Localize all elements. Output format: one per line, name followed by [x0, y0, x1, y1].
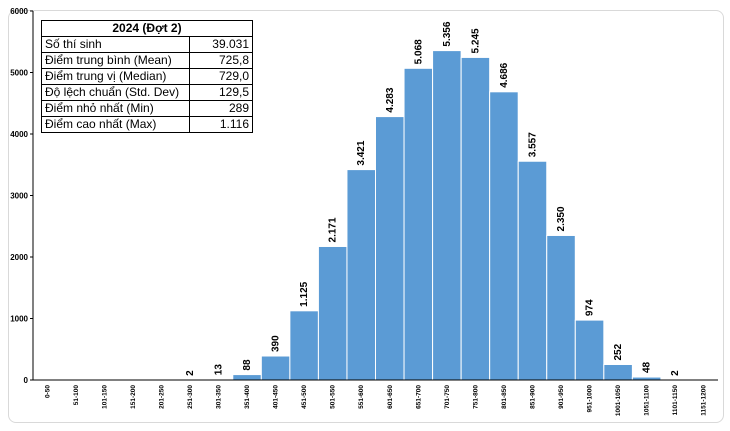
x-tick-label: 201-250 — [158, 385, 165, 409]
stats-row: Điểm cao nhất (Max) 1.116 — [41, 116, 253, 133]
data-label: 3.421 — [356, 140, 367, 165]
bar — [489, 91, 519, 381]
x-tick-label: 101-150 — [101, 385, 108, 409]
stats-row: Điểm trung bình (Mean) 725,8 — [41, 52, 253, 69]
bar — [260, 355, 291, 381]
x-tick-label: 801-850 — [501, 385, 508, 409]
x-tick-label: 851-900 — [529, 385, 536, 409]
data-label: 3.557 — [527, 132, 538, 157]
stats-label: Độ lệch chuẩn (Std. Dev) — [41, 84, 190, 101]
stats-value: 1.116 — [189, 116, 253, 133]
bar — [403, 67, 434, 381]
y-tick-label: 1000 — [10, 315, 28, 324]
data-label: 1.125 — [299, 281, 310, 306]
stats-value: 289 — [189, 100, 253, 117]
bar — [375, 116, 405, 381]
stats-row: Số thí sinh 39.031 — [41, 36, 253, 53]
x-tick-label: 1101-1150 — [672, 385, 679, 416]
data-label: 974 — [585, 299, 596, 316]
x-axis: 0-50 51-100 101-150 151-200 201-250 251-300 30… — [33, 379, 718, 416]
x-tick-label: 751-800 — [472, 385, 479, 409]
bar — [432, 50, 462, 381]
data-label: 2.350 — [556, 206, 567, 231]
x-tick-label: 351-400 — [244, 385, 251, 409]
stats-value: 129,5 — [189, 84, 253, 101]
bar — [460, 56, 491, 381]
stats-row: Điểm nhỏ nhất (Min) 289 — [41, 100, 253, 117]
x-tick-label: 51-100 — [73, 385, 80, 406]
data-label: 2 — [185, 370, 196, 376]
bar — [317, 245, 348, 381]
y-tick-label: 2000 — [10, 253, 28, 262]
x-tick-label: 251-300 — [187, 385, 194, 409]
data-label: 88 — [242, 359, 253, 371]
x-tick-label: 701-750 — [444, 385, 451, 409]
data-label: 252 — [613, 343, 624, 360]
x-tick-label: 401-450 — [273, 385, 280, 409]
x-tick-label: 951-1000 — [587, 385, 594, 413]
stats-row: Điểm trung vị (Median) 729,0 — [41, 68, 253, 85]
y-tick-label: 3000 — [10, 192, 28, 201]
y-tick-label: 6000 — [10, 7, 28, 16]
data-label: 5.245 — [470, 28, 481, 53]
x-tick-label: 601-650 — [387, 385, 394, 409]
data-label: 48 — [642, 361, 653, 373]
data-label: 13 — [214, 364, 225, 376]
x-tick-label: 301-350 — [216, 385, 223, 409]
data-label: 5.068 — [413, 39, 424, 64]
x-tick-label: 151-200 — [130, 385, 137, 409]
bars — [175, 50, 690, 381]
bar — [546, 234, 576, 381]
y-tick-label: 4000 — [10, 130, 28, 139]
stats-row: Độ lệch chuẩn (Std. Dev) 129,5 — [41, 84, 253, 101]
bar — [289, 310, 319, 381]
x-tick-label: 901-950 — [558, 385, 565, 409]
stats-label: Điểm nhỏ nhất (Min) — [41, 100, 190, 117]
data-label: 4.686 — [499, 62, 510, 87]
stats-value: 729,0 — [189, 68, 253, 85]
data-label: 5.356 — [442, 21, 453, 46]
stats-label: Số thí sinh — [41, 36, 190, 53]
stats-value: 725,8 — [189, 52, 253, 69]
data-label: 4.283 — [385, 87, 396, 112]
x-tick-label: 451-500 — [301, 385, 308, 409]
x-tick-label: 651-700 — [415, 385, 422, 409]
y-tick-label: 0 — [24, 376, 29, 385]
stats-label: Điểm trung bình (Mean) — [41, 52, 190, 69]
stats-value: 39.031 — [189, 36, 253, 53]
x-tick-label: 501-550 — [330, 385, 337, 409]
stats-table: 2024 (Đợt 2) Số thí sinh 39.031 Điểm trun… — [41, 20, 253, 133]
stats-title: 2024 (Đợt 2) — [41, 20, 253, 37]
x-tick-label: 1001-1050 — [615, 385, 622, 416]
x-tick-label: 0-50 — [44, 385, 51, 398]
bar — [346, 169, 377, 381]
y-tick-label: 5000 — [10, 69, 28, 78]
y-axis: 0 1000 2000 3000 4000 5000 6000 — [10, 7, 34, 385]
data-label: 2.171 — [328, 217, 339, 242]
bar — [517, 160, 548, 381]
x-tick-label: 551-600 — [358, 385, 365, 409]
bar — [232, 374, 262, 381]
x-tick-label: 1151-1200 — [701, 385, 708, 416]
bar — [574, 319, 605, 381]
bar — [603, 364, 633, 381]
stats-label: Điểm trung vị (Median) — [41, 68, 190, 85]
data-label: 390 — [271, 335, 282, 352]
data-label: 2 — [670, 370, 681, 376]
data-labels: 2 13 88 390 1.125 2.171 3.421 4.283 5.068 5.356 5.… — [185, 21, 681, 376]
x-tick-label: 1051-1100 — [644, 385, 651, 416]
stats-label: Điểm cao nhất (Max) — [41, 116, 190, 133]
